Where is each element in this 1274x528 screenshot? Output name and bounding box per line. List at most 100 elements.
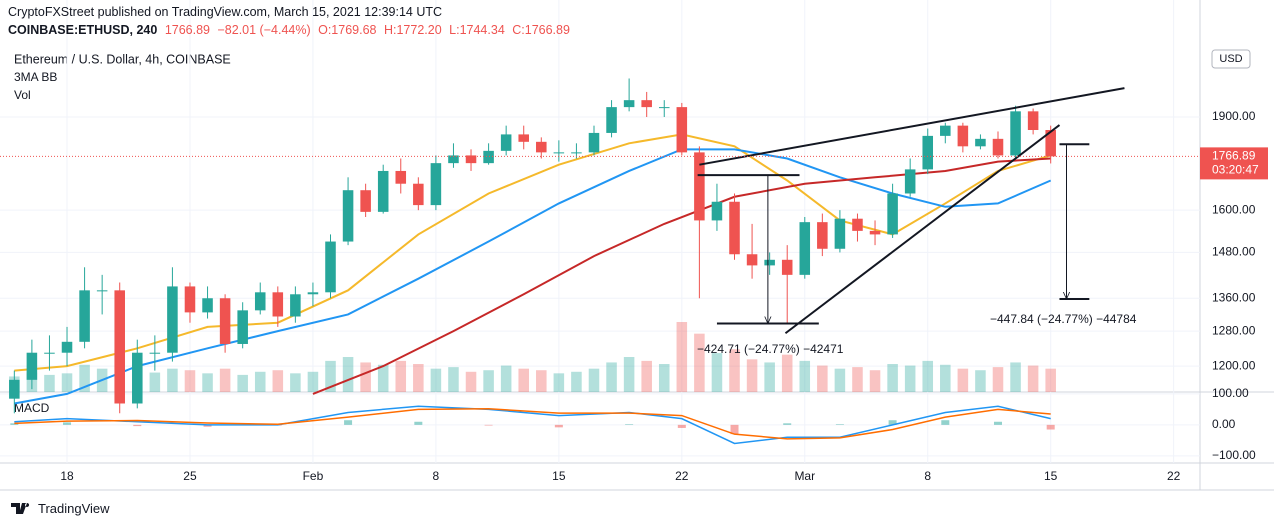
candle-body xyxy=(430,163,442,206)
candle-body xyxy=(184,286,196,313)
candle-body xyxy=(413,183,424,206)
volume-bar xyxy=(588,368,600,392)
symbol-line: COINBASE:ETHUSD, 240 1766.89 −82.01 (−4.… xyxy=(8,23,574,37)
candle-body xyxy=(44,352,55,354)
macd-histogram xyxy=(133,424,142,427)
publisher-line: CryptoFXStreet published on TradingView.… xyxy=(8,5,446,19)
x-tick-label: 15 xyxy=(552,469,566,483)
candle-body xyxy=(571,152,582,154)
macd-line xyxy=(14,407,1051,440)
candle-body xyxy=(79,290,90,342)
macd-histogram xyxy=(484,424,493,426)
candle-body xyxy=(764,259,775,266)
x-tick-label: 22 xyxy=(1167,469,1181,483)
candle-body xyxy=(483,150,494,164)
x-tick-label: 8 xyxy=(924,469,931,483)
y-tick-label: 1280.00 xyxy=(1212,323,1256,337)
macd-title: MACD xyxy=(14,401,50,415)
x-tick-label: 15 xyxy=(1044,469,1058,483)
trend-line xyxy=(784,124,1061,335)
volume-bar xyxy=(992,367,1004,392)
candle-body xyxy=(887,193,898,235)
indicator-label: 3MA BB xyxy=(14,70,57,84)
volume-bar xyxy=(799,360,811,392)
volume-bar xyxy=(817,365,828,392)
volume-bar xyxy=(219,368,231,392)
volume-bar xyxy=(61,373,73,392)
candle-body xyxy=(799,222,811,275)
macd-histogram xyxy=(414,421,423,425)
candle-body xyxy=(254,292,266,311)
candle-body xyxy=(500,134,512,151)
candle-body xyxy=(676,107,688,153)
measure-label: −447.84 (−24.77%) −44784 xyxy=(990,312,1137,326)
y-tick-label: 1900.00 xyxy=(1212,109,1256,123)
candle-body xyxy=(1010,111,1021,156)
volume-bar xyxy=(448,367,459,392)
x-tick-label: Mar xyxy=(794,469,815,483)
y-tick-label: −100.00 xyxy=(1212,448,1256,462)
macd-histogram xyxy=(63,422,72,425)
x-tick-label: Feb xyxy=(303,469,324,483)
y-tick-label: 1480.00 xyxy=(1212,245,1256,259)
candle-body xyxy=(588,132,600,153)
y-tick-label: 1200.00 xyxy=(1212,358,1256,372)
volume-bar xyxy=(711,353,723,392)
candle-body xyxy=(1027,111,1039,131)
volume-bar xyxy=(254,371,266,392)
candle-body xyxy=(360,190,371,212)
candle-body xyxy=(641,100,652,108)
candle-body xyxy=(553,152,565,154)
volume-bar xyxy=(395,360,407,392)
volume-bar xyxy=(694,333,705,392)
chart-title: Ethereum / U.S. Dollar, 4h, COINBASE xyxy=(14,52,231,66)
y-tick-label: 1360.00 xyxy=(1212,290,1256,304)
volume-bar xyxy=(149,372,161,392)
candle-body xyxy=(237,310,248,344)
volume-bar xyxy=(500,365,512,392)
currency-box[interactable] xyxy=(1211,49,1251,69)
volume-bar xyxy=(571,371,582,392)
volume-bar xyxy=(1027,365,1039,392)
volume-bar xyxy=(307,371,319,392)
candle-body xyxy=(342,190,354,242)
volume-bar xyxy=(167,368,178,392)
candle-body xyxy=(325,241,336,293)
ohlc-close: C:1766.89 xyxy=(512,23,570,37)
volume-bar xyxy=(940,364,951,392)
candle-body xyxy=(746,254,758,266)
macd-histogram xyxy=(941,420,950,425)
footer: TradingView xyxy=(10,500,110,516)
volume-bar xyxy=(325,360,336,392)
ohlc-low: L:1744.34 xyxy=(449,23,505,37)
candle-body xyxy=(940,125,951,136)
candle-body xyxy=(606,107,617,133)
volume-bar xyxy=(834,368,846,392)
x-tick-label: 18 xyxy=(60,469,74,483)
macd-histogram xyxy=(10,423,19,425)
candle-body xyxy=(290,294,301,317)
volume-bar xyxy=(729,349,740,392)
x-tick-label: 25 xyxy=(183,469,197,483)
candle-body xyxy=(61,341,73,353)
volume-bar xyxy=(553,373,565,392)
candle-body xyxy=(518,134,529,142)
symbol: COINBASE:ETHUSD, 240 xyxy=(8,23,158,37)
y-tick-label: 100.00 xyxy=(1212,386,1249,400)
volume-bar xyxy=(852,367,863,392)
ohlc-open: O:1769.68 xyxy=(318,23,377,37)
volume-bar xyxy=(606,362,617,392)
volume-bar xyxy=(465,371,477,392)
currency[interactable]: USD xyxy=(1219,53,1242,65)
candle-body xyxy=(465,155,477,164)
macd-histogram xyxy=(625,424,634,425)
candle-body xyxy=(834,218,846,249)
macd-histogram xyxy=(730,424,739,435)
ohlc-high: H:1772.20 xyxy=(383,23,442,37)
change: −82.01 (−4.44%) xyxy=(217,23,311,37)
volume-bar xyxy=(957,368,969,392)
macd-histogram xyxy=(344,420,353,425)
candle-body xyxy=(992,138,1004,156)
candle-body xyxy=(904,169,916,194)
